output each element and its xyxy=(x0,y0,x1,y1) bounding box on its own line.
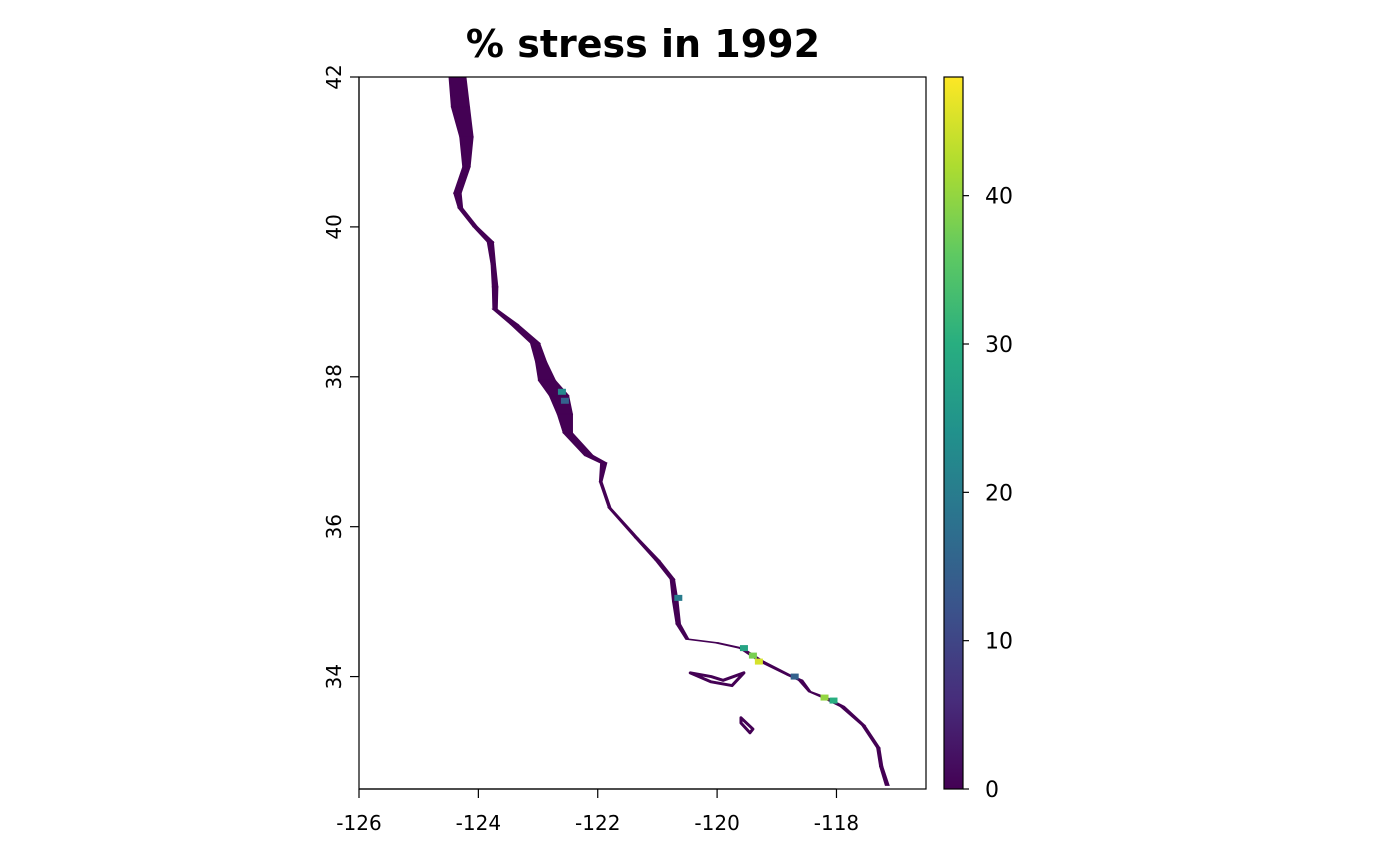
coastline-cell xyxy=(529,342,548,363)
y-tick-label: 36 xyxy=(322,514,346,539)
colorbar-frame xyxy=(943,76,964,790)
coastline-cell xyxy=(598,481,612,509)
y-tick-label: 38 xyxy=(322,364,346,389)
y-tick-label: 40 xyxy=(322,214,346,239)
coastline-cell xyxy=(453,192,464,209)
stress-hotspot-cell xyxy=(739,645,748,652)
island-cell xyxy=(739,716,755,735)
coastline-cell xyxy=(450,106,474,138)
coastline-cell xyxy=(838,705,867,726)
x-tick-label: -122 xyxy=(575,811,620,835)
coastline-cell xyxy=(556,413,573,434)
coastline-cell xyxy=(491,286,499,310)
stress-hotspot-cell xyxy=(748,652,757,659)
colorbar-tick-label: 0 xyxy=(985,778,999,803)
colorbar-tick-label: 10 xyxy=(985,630,1013,655)
y-axis: 34 36 38 40 42 xyxy=(322,64,360,689)
stress-hotspot-cell xyxy=(829,697,838,704)
coastline-cell xyxy=(459,136,474,168)
coastline-cell xyxy=(878,765,890,786)
coastline-cell xyxy=(860,724,881,749)
coastline-cell xyxy=(457,207,479,228)
x-tick-label: -126 xyxy=(336,811,381,835)
island-cell xyxy=(688,671,746,688)
coastline-cell xyxy=(607,507,640,539)
coastline-cell xyxy=(715,642,743,649)
stress-hotspot-cell xyxy=(560,397,569,404)
colorbar-tick-label: 40 xyxy=(985,185,1013,210)
stress-hotspot-cell xyxy=(790,673,799,680)
colorbar-ramp xyxy=(944,77,963,789)
coastline-cell xyxy=(654,559,676,580)
coastline-cell xyxy=(633,537,661,562)
coastline-cell xyxy=(491,308,520,325)
coastline-cell xyxy=(548,394,574,415)
x-tick-label: -118 xyxy=(814,811,859,835)
stress-hotspot-cell xyxy=(674,594,683,601)
colorbar-tick-label: 20 xyxy=(985,481,1013,506)
coastline-cell xyxy=(675,623,690,640)
map-title: % stress in 1992 xyxy=(466,22,820,66)
coastline-cell xyxy=(562,432,595,457)
coastline-cell xyxy=(486,241,497,265)
x-tick-label: -120 xyxy=(694,811,739,835)
stress-hotspot-cell xyxy=(820,694,829,701)
plot-frame xyxy=(358,76,927,790)
coastline-cell xyxy=(671,601,682,625)
coastline-cell xyxy=(509,323,542,344)
coastline-cell xyxy=(490,263,499,288)
coastline-cell xyxy=(759,660,791,676)
colorbar: 0 10 20 30 40 xyxy=(943,76,1013,803)
x-axis: -126 -124 -122 -120 -118 xyxy=(336,788,859,835)
x-tick-label: -124 xyxy=(456,811,501,835)
coastline-cell xyxy=(448,77,471,108)
coastline-cell xyxy=(453,166,471,194)
stress-hotspot-cell xyxy=(557,388,566,395)
coastline-cell xyxy=(584,454,607,464)
coastline-cell xyxy=(876,747,884,768)
y-tick-label: 34 xyxy=(322,664,346,689)
stress-hotspot-cell xyxy=(754,658,763,665)
coastline-cell xyxy=(598,462,608,483)
coastline-cell xyxy=(685,638,719,644)
y-tick-label: 42 xyxy=(322,64,346,89)
colorbar-tick-label: 30 xyxy=(985,333,1013,358)
stress-map-raster xyxy=(448,77,890,786)
coastline-cell xyxy=(797,679,812,693)
coastline-cell xyxy=(534,361,557,382)
coastline-cell xyxy=(471,226,495,243)
